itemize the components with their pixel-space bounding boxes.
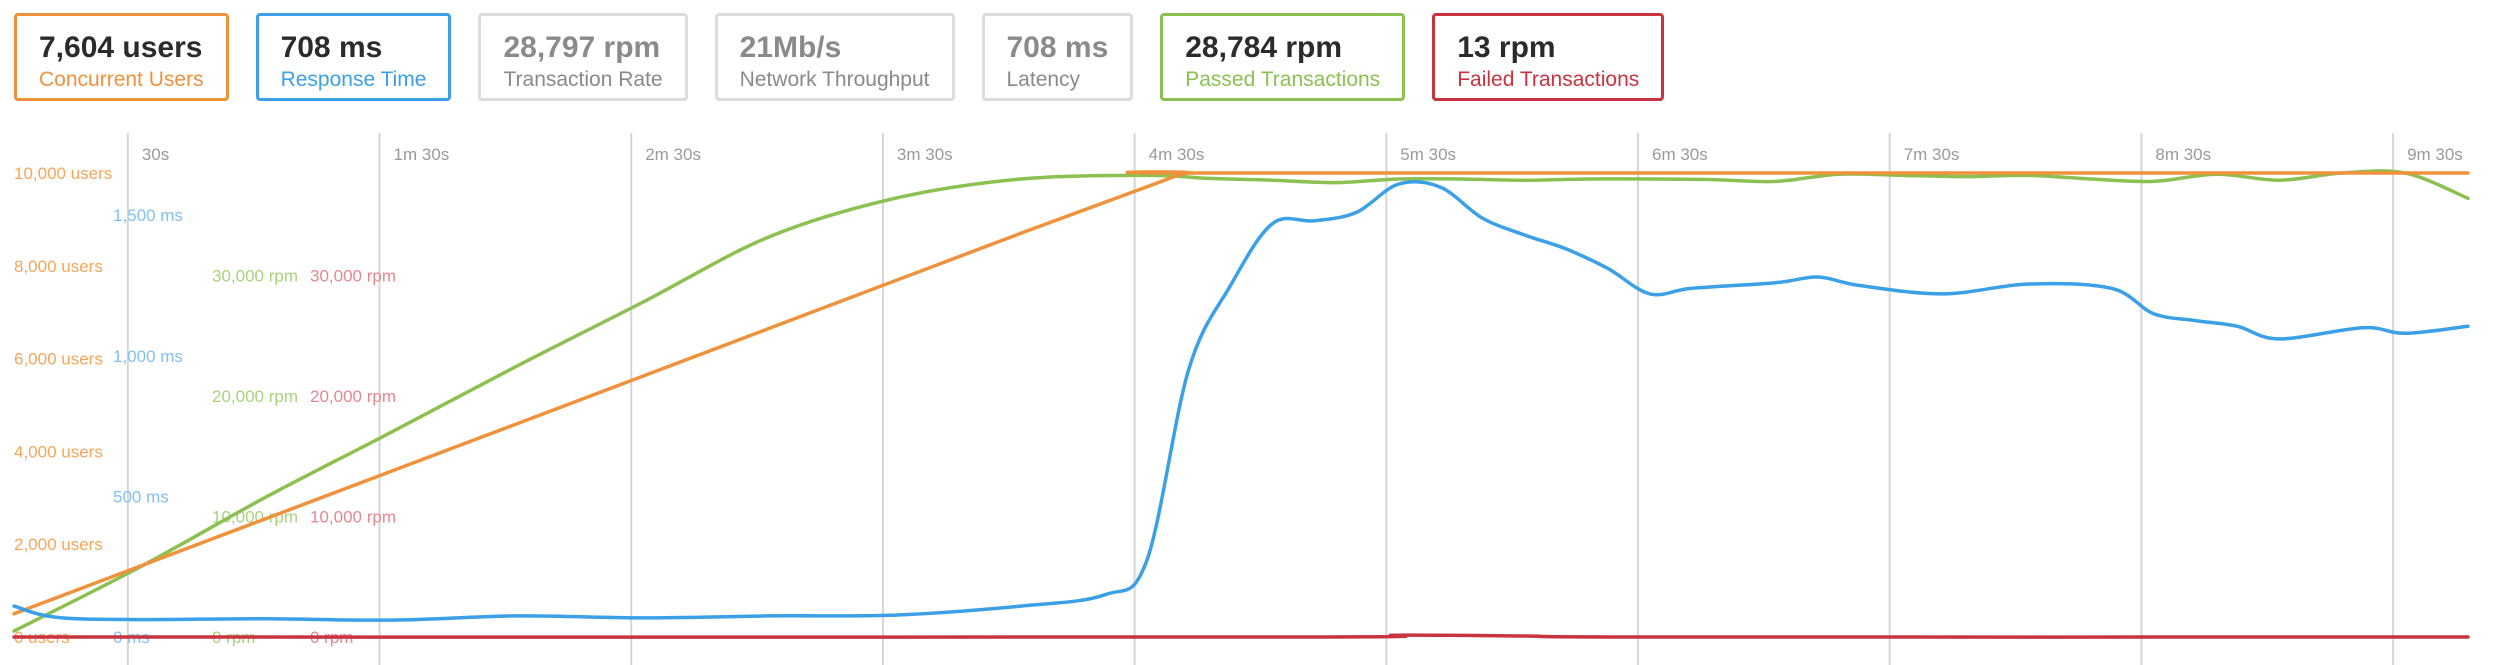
users-tick-label: 6,000 users (14, 350, 103, 369)
users-tick-label: 8,000 users (14, 257, 103, 276)
passed-tick-label: 10,000 rpm (212, 507, 298, 526)
response-tick-label: 500 ms (113, 487, 169, 506)
metric-value: 21Mb/s (739, 31, 842, 64)
failed-tick-label: 30,000 rpm (310, 266, 396, 285)
time-tick-label: 2m 30s (645, 145, 701, 164)
metric-passed-transactions[interactable]: 28,784 rpm Passed Transactions (1160, 13, 1406, 101)
users-tick-label: 4,000 users (14, 442, 103, 461)
metric-response-time[interactable]: 708 ms Response Time (255, 13, 452, 101)
time-axis-labels: 30s 1m 30s 2m 30s 3m 30s 4m 30s 5m 30s 6m 30s 7… (142, 145, 2463, 164)
time-tick-label: 3m 30s (897, 145, 953, 164)
failed-tick-label: 10,000 rpm (310, 507, 396, 526)
metric-value: 708 ms (1006, 31, 1109, 64)
series-line-failed-transactions (12, 633, 2470, 639)
grid-lines (126, 133, 2395, 665)
metric-value: 708 ms (280, 31, 383, 64)
metric-label: Response Time (280, 68, 427, 91)
metric-label: Failed Transactions (1457, 68, 1640, 91)
series-line-passed-transactions (12, 169, 2470, 633)
time-tick-label: 30s (142, 145, 169, 164)
time-tick-label: 4m 30s (1149, 145, 1205, 164)
metric-failed-transactions[interactable]: 13 rpm Failed Transactions (1432, 13, 1665, 101)
series-line-concurrent-users (12, 170, 2470, 616)
response-tick-label: 1,500 ms (113, 206, 183, 225)
metric-label: Passed Transactions (1185, 68, 1381, 91)
metric-label: Concurrent Users (39, 68, 204, 91)
metric-concurrent-users[interactable]: 7,604 users Concurrent Users (14, 13, 229, 101)
metric-value: 28,784 rpm (1185, 31, 1343, 64)
time-tick-label: 1m 30s (394, 145, 450, 164)
time-tick-label: 9m 30s (2407, 145, 2463, 164)
series-line-response-time (12, 180, 2470, 622)
time-tick-label: 5m 30s (1400, 145, 1456, 164)
metric-label: Transaction Rate (503, 68, 663, 91)
passed-tick-label: 20,000 rpm (212, 387, 298, 406)
failed-tick-label: 20,000 rpm (310, 387, 396, 406)
time-tick-label: 8m 30s (2155, 145, 2211, 164)
time-tick-label: 7m 30s (1904, 145, 1960, 164)
metric-cards: 7,604 users Concurrent Users 708 ms Resp… (14, 13, 1665, 101)
metric-label: Latency (1006, 68, 1081, 91)
users-tick-label: 10,000 users (14, 164, 112, 183)
users-tick-label: 2,000 users (14, 535, 103, 554)
metric-value: 13 rpm (1457, 31, 1556, 64)
series-lines (12, 169, 2470, 639)
metric-label: Network Throughput (739, 68, 930, 91)
metric-value: 28,797 rpm (503, 31, 661, 64)
passed-tick-label: 30,000 rpm (212, 266, 298, 285)
metric-value: 7,604 users (39, 31, 203, 64)
metric-network-throughput[interactable]: 21Mb/s Network Throughput (714, 13, 955, 101)
metric-latency[interactable]: 708 ms Latency (981, 13, 1134, 101)
response-tick-label: 1,000 ms (113, 347, 183, 366)
time-tick-label: 6m 30s (1652, 145, 1708, 164)
metric-transaction-rate[interactable]: 28,797 rpm Transaction Rate (478, 13, 688, 101)
load-test-chart: 30s 1m 30s 2m 30s 3m 30s 4m 30s 5m 30s 6m 30s 7… (12, 133, 2470, 665)
